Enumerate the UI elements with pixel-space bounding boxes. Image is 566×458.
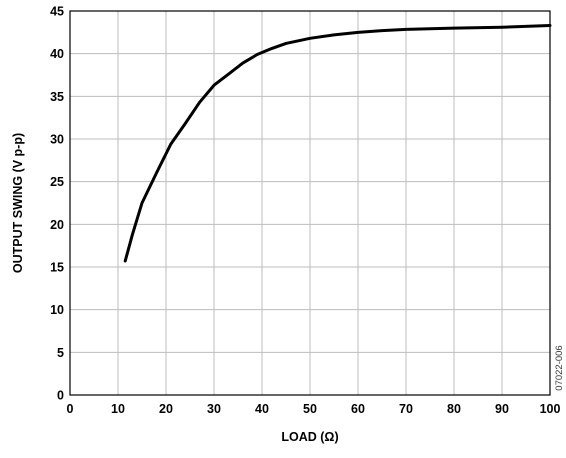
y-tick-label: 5 <box>57 346 64 360</box>
grid <box>70 11 550 395</box>
series-line <box>123 24 552 263</box>
y-tick-label: 15 <box>50 261 64 275</box>
series-layer <box>123 24 552 263</box>
y-tick-label: 25 <box>50 175 64 189</box>
y-tick-label: 0 <box>57 389 64 403</box>
y-tick-label: 20 <box>50 218 64 232</box>
y-tick-label: 10 <box>50 303 64 317</box>
x-tick-label: 60 <box>351 402 365 416</box>
document-code: 07022-006 <box>554 345 565 390</box>
tick-labels: 0 10 20 30 40 50 60 70 80 90 100 0 5 10 15 20 25 30 35 40 45 <box>50 5 560 417</box>
y-tick-label: 40 <box>50 47 64 61</box>
x-tick-label: 80 <box>447 402 461 416</box>
x-tick-label: 100 <box>540 402 561 416</box>
y-tick-label: 45 <box>50 5 64 19</box>
x-tick-label: 20 <box>159 402 173 416</box>
y-tick-label: 35 <box>50 90 64 104</box>
x-tick-label: 30 <box>207 402 221 416</box>
x-tick-label: 90 <box>495 402 509 416</box>
x-tick-label: 70 <box>399 402 413 416</box>
plot-border <box>69 10 551 396</box>
y-tick-label: 30 <box>50 133 64 147</box>
y-axis-title: OUTPUT SWING (V p-p) <box>11 133 25 273</box>
x-tick-label: 10 <box>111 402 125 416</box>
x-tick-label: 50 <box>303 402 317 416</box>
x-tick-label: 40 <box>255 402 269 416</box>
plot-frame <box>69 10 551 396</box>
x-axis-title: LOAD (Ω) <box>281 430 338 444</box>
x-tick-label: 0 <box>67 402 74 416</box>
